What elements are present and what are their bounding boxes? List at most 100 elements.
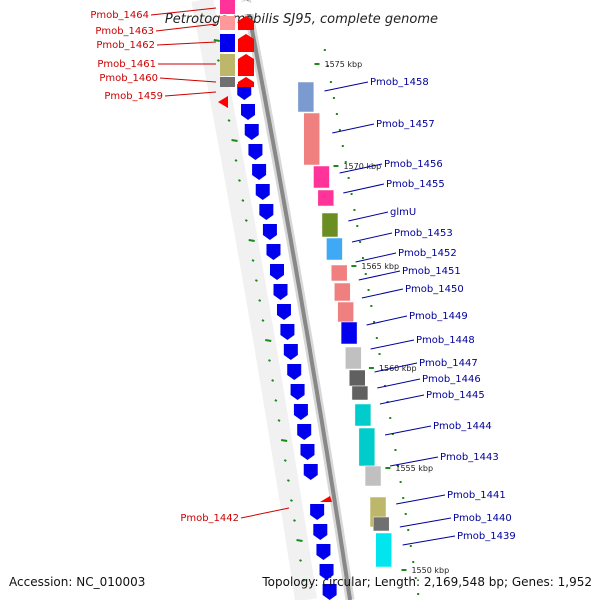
label-leader-line bbox=[402, 535, 456, 546]
scale-dot bbox=[213, 39, 220, 42]
label-leader-line bbox=[374, 362, 418, 373]
label-leader-line bbox=[348, 211, 389, 222]
gene-block bbox=[303, 112, 320, 166]
forward-gene-arrow bbox=[316, 544, 331, 560]
scale-dot bbox=[289, 499, 293, 502]
label-leader-line bbox=[159, 77, 217, 83]
gene-label-pmob_1456: Pmob_1456 bbox=[384, 159, 443, 170]
forward-gene-arrow bbox=[273, 284, 288, 300]
scale-dot bbox=[234, 159, 238, 162]
gene-label-pmob_1464: Pmob_1464 bbox=[90, 10, 149, 21]
label-leader-line bbox=[389, 456, 439, 467]
gene-label-glmu: glmU bbox=[390, 207, 416, 218]
label-leader-line bbox=[343, 183, 385, 194]
gene-block bbox=[372, 516, 390, 532]
label-leader-line bbox=[396, 494, 446, 505]
scale-dot bbox=[265, 339, 272, 342]
forward-gene-arrow bbox=[237, 84, 252, 100]
label-leader-line bbox=[164, 91, 217, 97]
gene-block bbox=[220, 34, 235, 52]
gene-block bbox=[220, 54, 235, 76]
label-leader-line bbox=[156, 41, 217, 46]
label-leader-line bbox=[379, 394, 425, 405]
reverse-gene-arrow bbox=[320, 496, 332, 502]
forward-gene-arrow bbox=[287, 364, 302, 380]
reverse-gene-arrow bbox=[238, 16, 254, 30]
scale-dot bbox=[254, 279, 258, 282]
gene-label-pmob_1450: Pmob_1450 bbox=[405, 284, 464, 295]
gene-label-pmob_1445: Pmob_1445 bbox=[426, 390, 485, 401]
gene-block bbox=[354, 403, 372, 427]
gene-label-pmob_1458: Pmob_1458 bbox=[370, 77, 429, 88]
forward-gene-arrow bbox=[300, 444, 315, 460]
label-leader-line bbox=[358, 270, 401, 281]
gene-label-pmob_1460: Pmob_1460 bbox=[99, 73, 158, 84]
gene-block bbox=[317, 189, 335, 207]
scale-dot bbox=[286, 479, 290, 482]
forward-gene-arrow bbox=[313, 524, 328, 540]
reverse-gene-arrow bbox=[218, 96, 228, 108]
gene-block bbox=[364, 465, 382, 487]
tick-label: 1575 kbp bbox=[324, 60, 362, 69]
gene-label-pmob_1447: Pmob_1447 bbox=[419, 358, 478, 369]
gene-label-pmob_1452: Pmob_1452 bbox=[398, 248, 457, 259]
scale-dot bbox=[302, 579, 305, 582]
gene-block bbox=[330, 264, 348, 282]
reverse-gene-arrow bbox=[238, 34, 254, 52]
gene-label-pmob_1446: Pmob_1446 bbox=[422, 374, 481, 385]
tick-label: 1565 kbp bbox=[361, 262, 399, 271]
scale-dot bbox=[296, 539, 303, 542]
forward-gene-arrow bbox=[252, 164, 267, 180]
forward-gene-arrow bbox=[270, 264, 285, 280]
tick-label: 1555 kbp bbox=[395, 464, 433, 473]
backbone-line bbox=[244, 0, 353, 600]
label-leader-line bbox=[324, 81, 369, 92]
scale-dot bbox=[258, 299, 262, 302]
gene-block bbox=[348, 369, 366, 387]
forward-gene-arrow bbox=[280, 324, 295, 340]
gene-block bbox=[351, 385, 369, 401]
gene-block bbox=[313, 165, 330, 189]
label-leader-line bbox=[339, 163, 383, 174]
gene-block bbox=[345, 346, 362, 370]
scale-dot bbox=[216, 59, 220, 62]
forward-gene-arrow bbox=[297, 424, 312, 440]
forward-gene-arrow bbox=[244, 124, 259, 140]
accession-label: Accession: NC_010003 bbox=[9, 575, 146, 589]
gene-label-pmob_1463: Pmob_1463 bbox=[95, 26, 154, 37]
gene-block bbox=[220, 0, 235, 14]
gene-label-pmob_1448: Pmob_1448 bbox=[416, 335, 475, 346]
forward-gene-arrow bbox=[319, 564, 334, 580]
forward-gene-arrow bbox=[276, 304, 291, 320]
label-leader-line bbox=[150, 7, 217, 16]
scale-dot bbox=[277, 419, 281, 422]
tick-label: 1550 kbp bbox=[411, 566, 449, 575]
scale-dot bbox=[283, 459, 287, 462]
scale-dot bbox=[248, 239, 255, 242]
gene-block bbox=[340, 321, 358, 345]
label-leader-line bbox=[399, 517, 452, 528]
forward-gene-arrow bbox=[322, 584, 337, 600]
scale-dot bbox=[293, 519, 296, 522]
gene-block bbox=[220, 77, 235, 87]
label-leader-line bbox=[366, 315, 408, 326]
tick-label: 1560 kbp bbox=[379, 364, 417, 373]
forward-gene-arrow bbox=[241, 104, 256, 120]
scale-dot bbox=[241, 199, 245, 202]
scale-dot bbox=[261, 319, 265, 322]
label-leader-line bbox=[351, 232, 393, 243]
gene-label-pmob_1439: Pmob_1439 bbox=[457, 531, 516, 542]
scale-dot bbox=[274, 399, 278, 402]
forward-gene-arrow bbox=[283, 344, 298, 360]
gene-label-pmob_1453: Pmob_1453 bbox=[394, 228, 453, 239]
label-leader-line bbox=[384, 425, 432, 436]
label-leader-line bbox=[332, 123, 375, 134]
scale-dot bbox=[251, 259, 255, 262]
scale-dot bbox=[231, 139, 238, 142]
label-leader-line bbox=[155, 23, 217, 32]
reverse-gene-arrow bbox=[238, 77, 254, 87]
label-leader-line bbox=[370, 339, 415, 350]
label-leader-line bbox=[355, 252, 397, 263]
label-leader-line bbox=[240, 507, 290, 519]
